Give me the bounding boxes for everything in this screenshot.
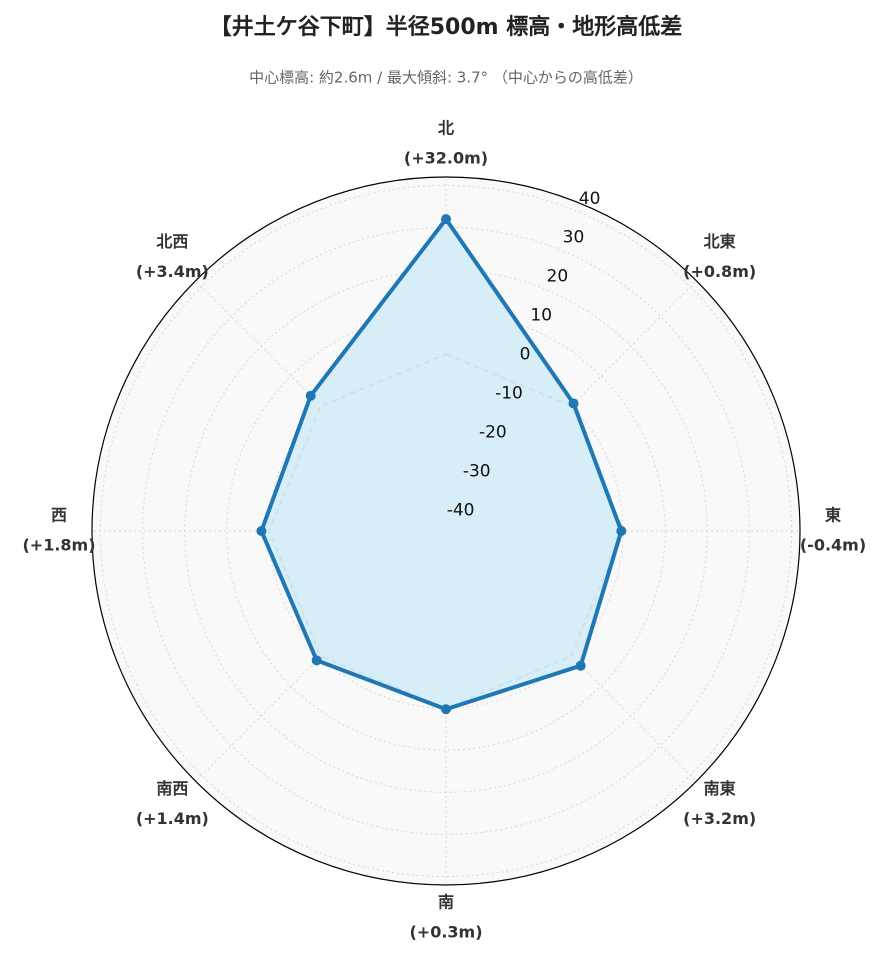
value-label: (+1.8m) xyxy=(22,536,95,555)
value-label: (+1.4m) xyxy=(136,809,209,828)
outer-ring xyxy=(91,176,801,886)
series-point xyxy=(441,214,451,225)
r-tick-label: 30 xyxy=(563,228,585,248)
r-tick-label: -40 xyxy=(447,500,475,520)
chart-subtitle: 中心標高: 約2.6m / 最大傾斜: 3.7° （中心からの高低差） xyxy=(249,69,643,87)
series-point xyxy=(616,526,627,536)
series-point xyxy=(305,390,316,401)
category-label: 南西 xyxy=(156,779,188,798)
r-tick-label: 10 xyxy=(530,306,552,326)
r-tick-label: 40 xyxy=(579,189,601,209)
r-tick-label: -20 xyxy=(479,422,507,442)
category-label: 北東 xyxy=(704,232,736,251)
category-label: 東 xyxy=(825,506,841,525)
chart-title: 【井土ケ谷下町】半径500m 標高・地形高低差 xyxy=(210,14,683,40)
series-point xyxy=(256,526,267,536)
series-point xyxy=(568,398,579,409)
category-label: 西 xyxy=(51,506,67,525)
series-point xyxy=(311,655,322,666)
r-tick-label: -10 xyxy=(495,383,523,403)
category-label: 北西 xyxy=(156,232,188,251)
r-tick-label: 20 xyxy=(547,267,569,287)
value-label: (+3.2m) xyxy=(683,809,756,828)
r-tick-label: 0 xyxy=(520,345,531,365)
r-tick-label: -30 xyxy=(463,461,491,481)
value-label: (+0.3m) xyxy=(409,923,482,942)
grid-circle xyxy=(142,227,750,835)
value-label: (+32.0m) xyxy=(404,149,488,168)
series-point xyxy=(575,660,586,671)
category-label: 南東 xyxy=(704,779,736,798)
series-point xyxy=(441,704,451,715)
value-label: (+3.4m) xyxy=(136,262,209,281)
value-label: (+0.8m) xyxy=(683,262,756,281)
value-label: (-0.4m) xyxy=(800,536,866,555)
category-label: 北 xyxy=(438,119,454,138)
grid-circle xyxy=(226,311,666,751)
category-label: 南 xyxy=(438,893,454,912)
